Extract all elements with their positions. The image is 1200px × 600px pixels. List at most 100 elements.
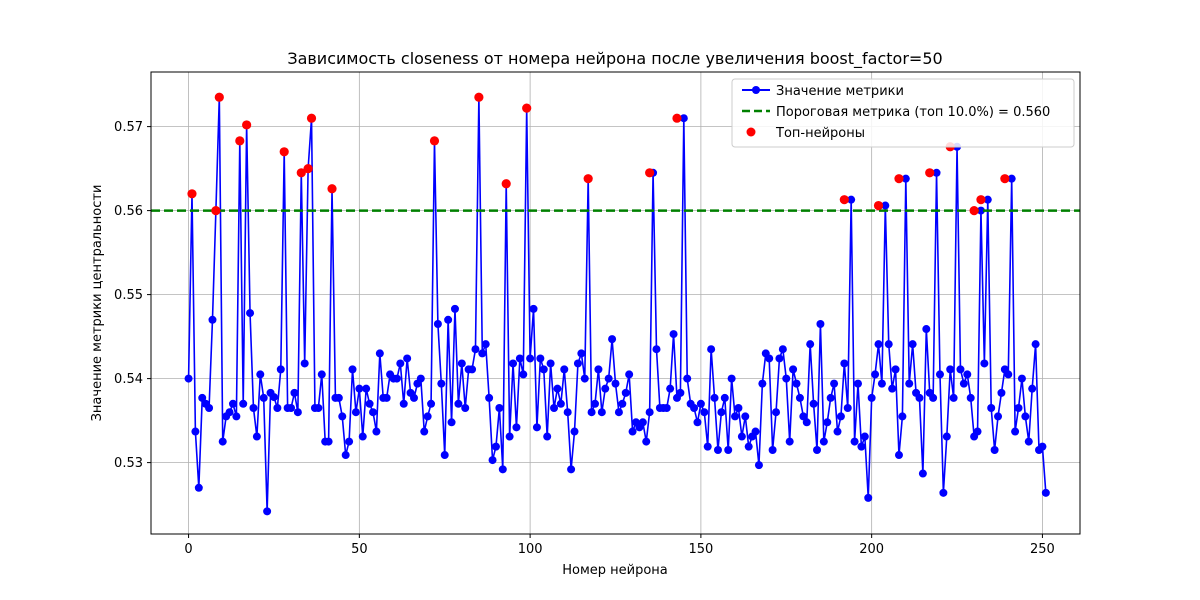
plot-frame [150,71,1081,535]
metric-point [208,315,217,324]
x-axis-ticks: 0 50 100 150 200 250 [184,534,1055,557]
metric-point [293,408,302,417]
metric-point [338,412,347,421]
metric-point [775,354,784,363]
metric-point [276,365,285,374]
metric-point [881,201,890,210]
metric-point [772,408,781,417]
metric-point [1014,404,1023,412]
metric-point [491,442,500,451]
metric-point [382,393,391,402]
metric-point [823,418,832,427]
metric-point [468,365,477,374]
metric-point [871,370,880,379]
metric-point [447,418,456,427]
metric-point [922,325,931,334]
metric-point [836,412,845,421]
metric-point [519,370,528,379]
metric-point [232,412,241,421]
metric-point [546,359,555,368]
metric-point [901,174,910,183]
y-axis-label: Значение метрики центральности [90,185,105,422]
metric-point [348,365,357,374]
y-tick-label: 0.54 [114,372,143,387]
metric-point [392,374,401,383]
metric-point [853,379,862,388]
metric-point [744,442,753,451]
metric-point [273,404,282,412]
metric-point [700,408,709,417]
top-neuron-point [235,136,245,146]
metric-point [642,437,651,446]
top-neuron-point [976,195,986,205]
metric-point [205,404,214,412]
metric-point [990,446,999,454]
top-neuron-point [894,174,904,184]
top-neuron-point [279,147,289,157]
metric-point [939,488,948,497]
top-neuron-point [873,200,884,211]
metric-point [929,393,938,402]
metric-point [509,359,518,368]
y-tick-label: 0.56 [114,204,143,219]
metric-point [778,345,787,354]
metric-point [754,461,763,470]
metric-point [1004,370,1013,379]
x-axis-label: Номер нейрона [562,563,668,578]
metric-point [905,379,914,388]
top-neuron-point [583,174,593,184]
metric-point [625,370,634,379]
metric-point [696,399,705,408]
metric-point [461,404,470,412]
metric-point [358,432,367,441]
metric-point [550,404,559,412]
metric-point [536,354,545,363]
metric-point [946,365,955,374]
metric-point [1041,488,1050,497]
metric-point [652,345,661,354]
metric-point [1038,442,1047,451]
metric-point [809,399,818,408]
chart-title: Зависимость closeness от номера нейрона … [287,49,942,69]
metric-point [782,374,791,383]
metric-point [874,340,883,349]
metric-point [420,427,429,436]
metric-point [450,304,459,313]
top-neuron-point [211,206,221,216]
top-neuron-point [303,164,313,174]
top-neuron-point [1000,174,1010,184]
metric-point [894,451,903,460]
metric-point [478,349,487,358]
metric-point [1031,340,1040,349]
metric-point [471,345,480,354]
metric-point [758,379,767,388]
metric-point [1028,384,1037,393]
metric-point [843,404,852,412]
metric-point [611,379,620,388]
top-neuron-point [327,184,337,194]
metric-point [543,432,552,441]
metric-point [799,412,808,421]
metric-point [256,370,265,379]
metric-point [228,399,237,408]
metric-point [915,393,924,402]
x-tick-label: 150 [688,542,713,557]
metric-point [942,432,951,441]
metric-point [591,399,600,408]
metric-point [628,427,637,436]
metric-point [908,340,917,349]
top-neuron-point [839,195,849,205]
metric-point [918,469,927,478]
y-tick-label: 0.57 [114,120,143,135]
metric-point [594,365,603,374]
x-tick-label: 100 [518,542,543,557]
metric-point [833,427,842,436]
metric-point [802,418,811,427]
metric-point [877,379,886,388]
metric-point [888,384,897,393]
metric-point [792,379,801,388]
top-neuron-point [969,206,979,216]
metric-point [194,483,203,492]
metric-point [324,437,333,446]
metric-point [669,330,678,339]
